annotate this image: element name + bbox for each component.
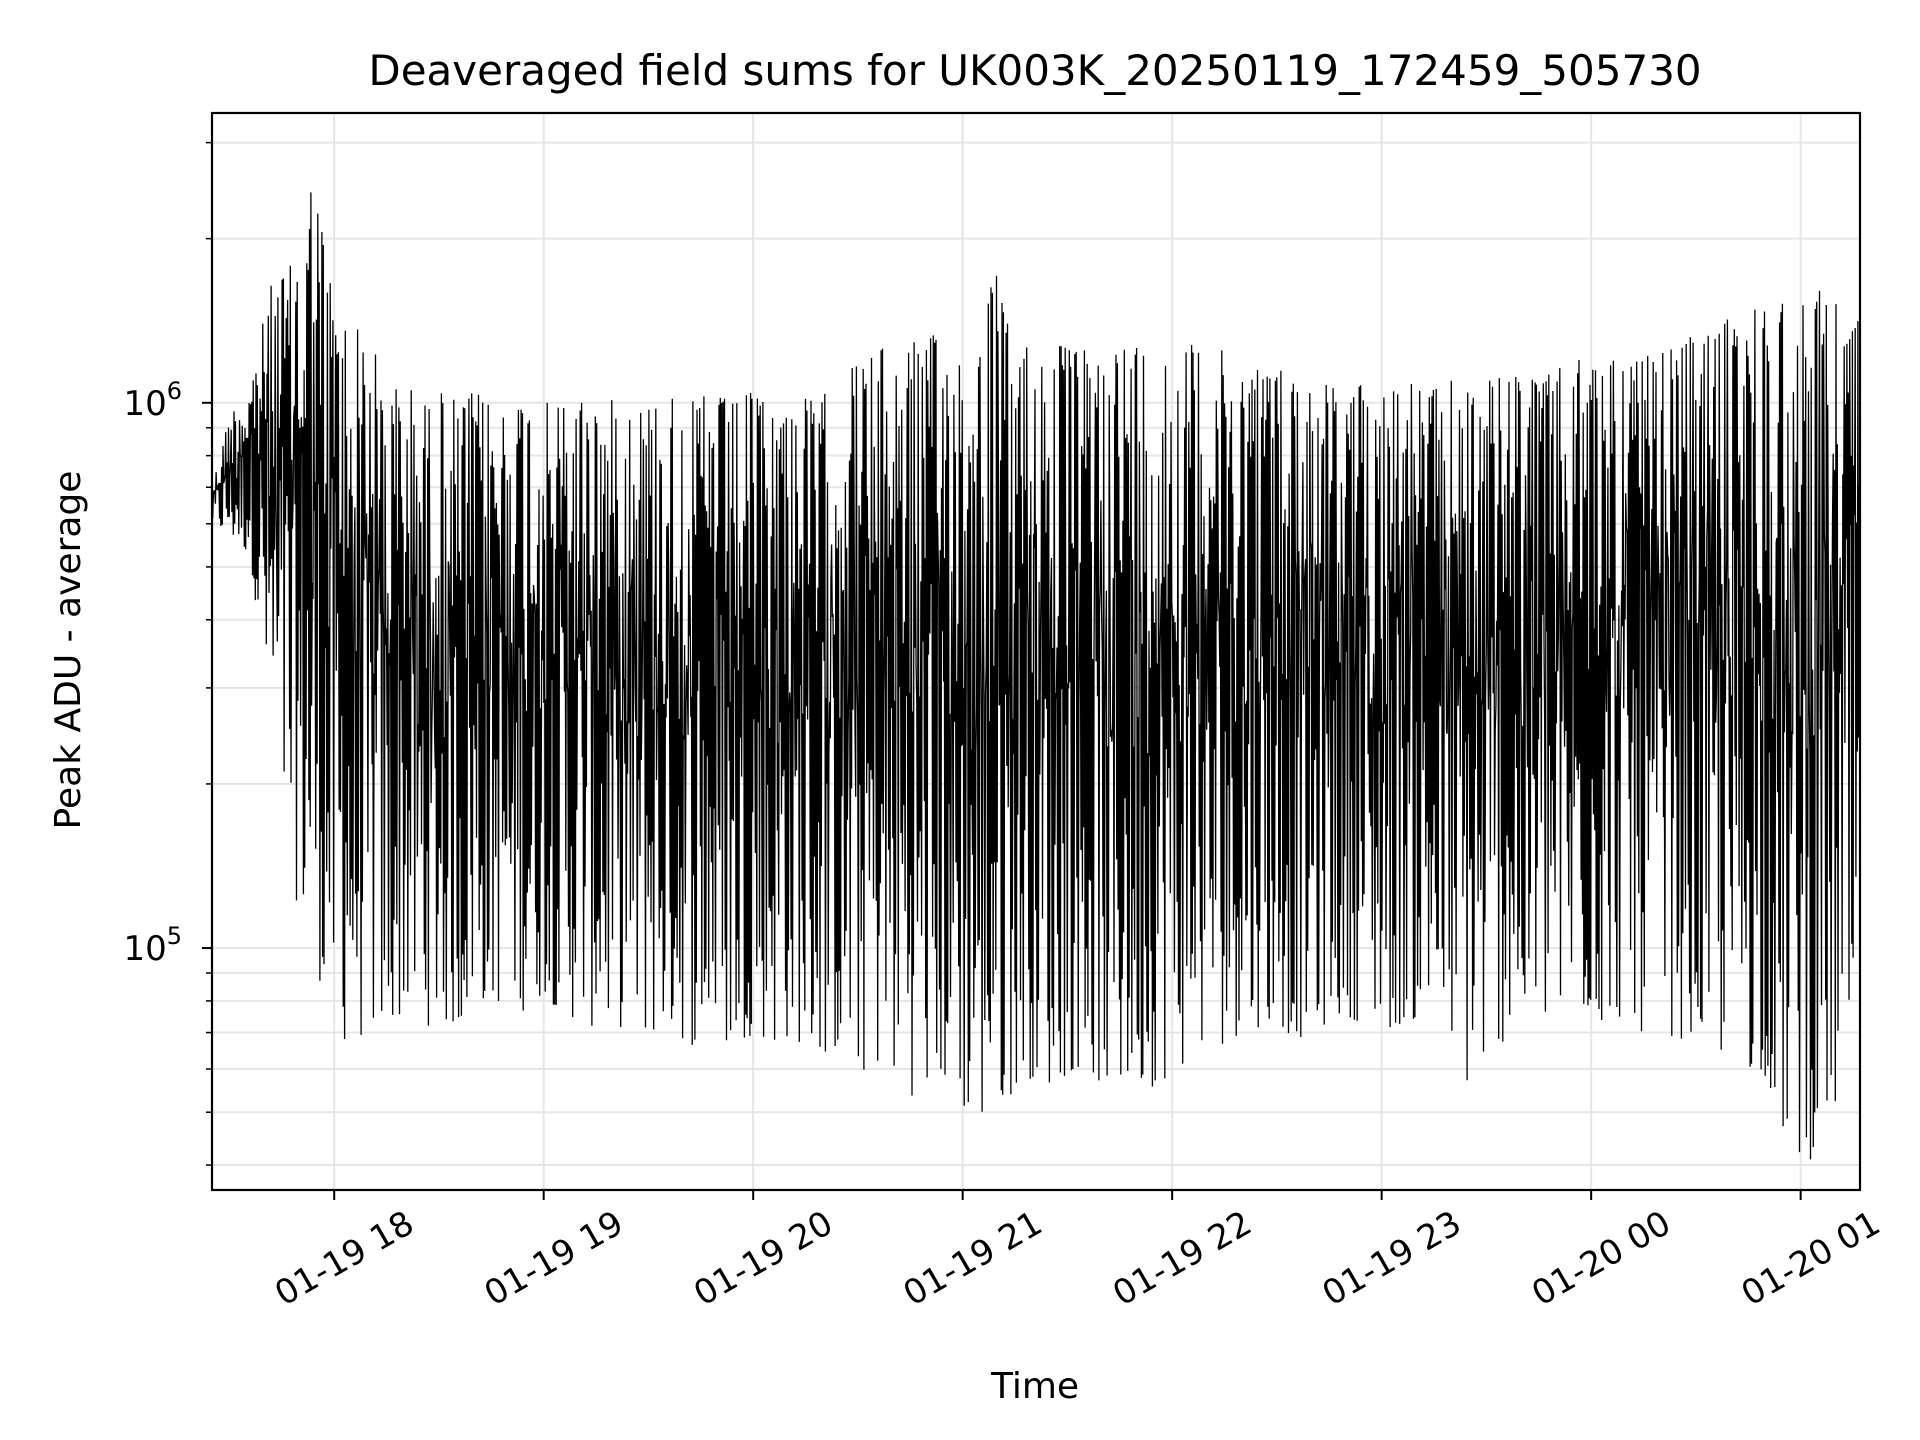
y-tick-label-base: 10 [123,384,166,424]
data-series [211,192,1861,1160]
plot-frame [210,111,1862,1192]
y-axis-label: Peak ADU - average [48,471,89,830]
series-line [211,192,1861,1160]
chart-title: Deaveraged field sums for UK003K_2025011… [368,46,1701,95]
y-tick-label: 106 [123,377,182,424]
y-tick-label-base: 10 [123,929,166,969]
y-tick-label-exponent: 5 [167,922,182,950]
y-tick-label-exponent: 6 [167,377,182,405]
y-tick-label: 105 [123,922,182,969]
x-axis-label: Time [990,1366,1079,1407]
